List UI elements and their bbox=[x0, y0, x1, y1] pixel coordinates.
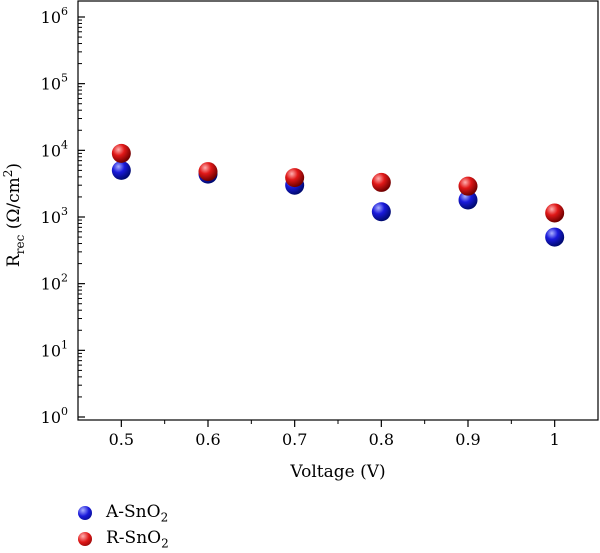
x-tick-label: 0.8 bbox=[369, 430, 394, 449]
x-tick-label: 1 bbox=[550, 430, 560, 449]
legend-marker-a-sno2 bbox=[78, 506, 92, 520]
data-point-r-sno2 bbox=[111, 143, 131, 163]
y-tick-label: 103 bbox=[41, 205, 68, 227]
data-point-a-sno2 bbox=[458, 190, 478, 210]
y-tick-label: 100 bbox=[41, 405, 68, 427]
data-point-a-sno2 bbox=[371, 202, 391, 222]
plot-frame bbox=[77, 0, 599, 421]
chart: 100 101 102 103 104 105 106 0.5 0.6 0.7 0.8 0.9 1 V… bbox=[1, 0, 599, 482]
data-point-a-sno2 bbox=[545, 227, 565, 247]
data-point-r-sno2 bbox=[285, 168, 305, 188]
data-point-r-sno2 bbox=[371, 172, 391, 192]
legend-label-a-sno2: A-SnO2 bbox=[106, 501, 169, 525]
legend-item-a-sno2: A-SnO2 bbox=[78, 500, 169, 526]
legend: A-SnO2 R-SnO2 bbox=[78, 500, 169, 552]
legend-label-r-sno2: R-SnO2 bbox=[106, 527, 169, 551]
x-tick-label: 0.9 bbox=[455, 430, 480, 449]
x-tick-label: 0.6 bbox=[195, 430, 220, 449]
y-axis-label: Rrec (Ω/cm2) bbox=[1, 163, 27, 267]
data-point-r-sno2 bbox=[198, 162, 218, 182]
x-axis-label: Voltage (V) bbox=[289, 462, 385, 482]
legend-marker-r-sno2 bbox=[78, 532, 92, 546]
x-tick-label: 0.5 bbox=[109, 430, 134, 449]
data-point-a-sno2 bbox=[111, 160, 131, 180]
y-tick-label: 106 bbox=[41, 5, 68, 27]
data-point-r-sno2 bbox=[545, 203, 565, 223]
x-tick-label: 0.7 bbox=[282, 430, 307, 449]
y-tick-label: 105 bbox=[41, 72, 68, 94]
y-tick-label: 104 bbox=[41, 138, 68, 160]
data-point-r-sno2 bbox=[458, 176, 478, 196]
y-tick-label: 101 bbox=[41, 338, 68, 360]
legend-item-r-sno2: R-SnO2 bbox=[78, 526, 169, 552]
y-tick-label: 102 bbox=[41, 272, 68, 294]
